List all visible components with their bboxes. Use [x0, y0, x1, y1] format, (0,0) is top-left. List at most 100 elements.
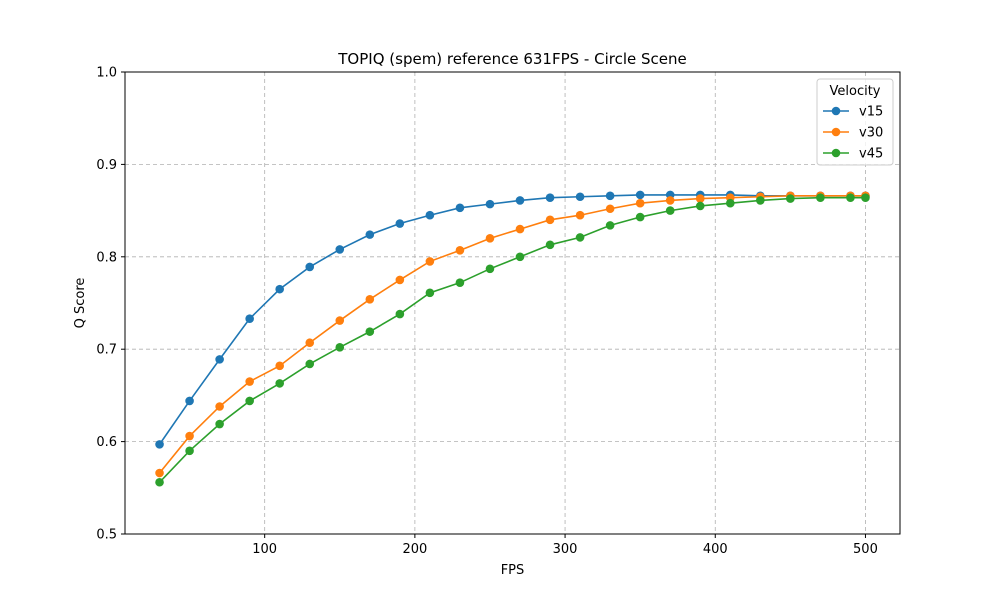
data-point-v15 — [185, 396, 194, 406]
data-point-v15 — [155, 440, 164, 449]
data-point-v45 — [275, 379, 284, 388]
y-tick-label: 1.0 — [96, 66, 117, 81]
data-point-v15 — [605, 191, 615, 201]
x-tick-label: 200 — [402, 542, 427, 557]
series-line-v45 — [158, 196, 866, 483]
data-point-v15 — [545, 193, 555, 202]
x-tick-label: 500 — [853, 542, 878, 557]
data-point-v45 — [545, 240, 555, 250]
data-point-v15 — [425, 210, 435, 220]
data-point-v15 — [365, 230, 375, 239]
data-point-v45 — [305, 359, 315, 369]
data-point-v30 — [245, 377, 254, 386]
legend-entry-v30: v30 — [823, 126, 883, 141]
legend-marker — [831, 148, 841, 158]
data-point-v45 — [365, 327, 375, 336]
y-tick-label: 0.6 — [96, 435, 117, 450]
data-point-v30 — [635, 198, 645, 208]
data-point-v30 — [605, 204, 615, 214]
series-v45 — [155, 193, 870, 487]
data-point-v30 — [665, 196, 675, 205]
data-point-v45 — [245, 396, 254, 406]
data-point-v30 — [365, 295, 375, 304]
data-point-v45 — [861, 193, 870, 202]
data-point-v45 — [605, 221, 615, 230]
data-point-v45 — [485, 264, 495, 274]
data-point-v45 — [725, 198, 735, 208]
data-point-v30 — [155, 468, 164, 478]
legend-marker — [831, 127, 841, 137]
y-axis-label: Q Score — [73, 278, 88, 329]
data-point-v30 — [275, 361, 284, 371]
y-tick-label: 0.5 — [96, 528, 117, 543]
legend-title: Velocity — [830, 84, 881, 99]
series-line-v15 — [158, 194, 866, 445]
data-point-v45 — [575, 233, 585, 242]
y-tick-label: 0.8 — [96, 250, 117, 265]
axes: 100 200 300 400 500 0.5 0.6 0.7 0.8 0.9 1.0 — [96, 66, 878, 558]
data-point-v45 — [335, 343, 345, 352]
data-point-v45 — [756, 196, 765, 205]
legend-box — [816, 78, 894, 166]
data-point-v45 — [455, 278, 465, 287]
y-tick-label: 0.7 — [96, 343, 117, 358]
data-point-v30 — [455, 246, 465, 255]
data-point-v45 — [155, 477, 164, 487]
grid — [125, 72, 900, 534]
data-point-v30 — [395, 275, 405, 285]
legend: Velocity v15 v30 v45 — [816, 78, 894, 166]
data-point-v45 — [635, 212, 645, 222]
data-point-v45 — [515, 252, 525, 262]
data-point-v15 — [275, 284, 284, 294]
data-point-v45 — [786, 194, 795, 203]
series-v15 — [155, 190, 870, 449]
data-point-v15 — [335, 245, 345, 254]
data-point-v15 — [305, 262, 315, 272]
legend-label: v30 — [859, 126, 883, 141]
data-point-v45 — [846, 193, 855, 202]
data-point-v45 — [816, 193, 825, 202]
data-point-v15 — [515, 196, 525, 205]
data-point-v45 — [665, 206, 675, 215]
data-point-v30 — [305, 338, 315, 348]
series-v30 — [155, 191, 870, 478]
data-point-v45 — [185, 446, 194, 456]
legend-entry-v15: v15 — [823, 105, 883, 120]
x-tick-label: 300 — [553, 542, 578, 557]
data-point-v30 — [335, 316, 345, 325]
x-tick-label: 400 — [703, 542, 728, 557]
chart-title: TOPIQ (spem) reference 631FPS - Circle S… — [337, 50, 686, 68]
data-point-v15 — [575, 192, 585, 202]
series-line-v30 — [158, 195, 866, 474]
data-point-v15 — [485, 199, 495, 209]
data-point-v45 — [215, 419, 224, 429]
data-point-v15 — [245, 314, 254, 324]
legend-entries: v15 v30 v45 — [823, 105, 883, 162]
data-point-v30 — [545, 215, 555, 225]
y-tick-label: 0.9 — [96, 158, 117, 173]
legend-entry-v45: v45 — [823, 147, 883, 162]
data-point-v30 — [575, 210, 585, 220]
data-point-v45 — [395, 309, 405, 319]
data-point-v45 — [425, 288, 435, 298]
data-point-v45 — [695, 201, 705, 211]
series-layer — [155, 190, 870, 487]
x-axis-label: FPS — [501, 563, 525, 578]
data-point-v15 — [635, 190, 645, 200]
data-point-v30 — [485, 234, 495, 243]
x-tick-label: 100 — [252, 542, 277, 557]
plot-frame — [124, 71, 901, 535]
data-point-v30 — [515, 224, 525, 234]
data-point-v30 — [185, 431, 194, 441]
data-point-v30 — [215, 402, 224, 411]
data-point-v30 — [695, 194, 705, 203]
legend-label: v45 — [859, 147, 883, 162]
legend-label: v15 — [859, 105, 883, 120]
data-point-v15 — [395, 219, 405, 228]
data-point-v15 — [455, 203, 465, 213]
legend-marker — [831, 106, 841, 116]
data-point-v30 — [425, 257, 435, 266]
data-point-v15 — [215, 355, 224, 364]
